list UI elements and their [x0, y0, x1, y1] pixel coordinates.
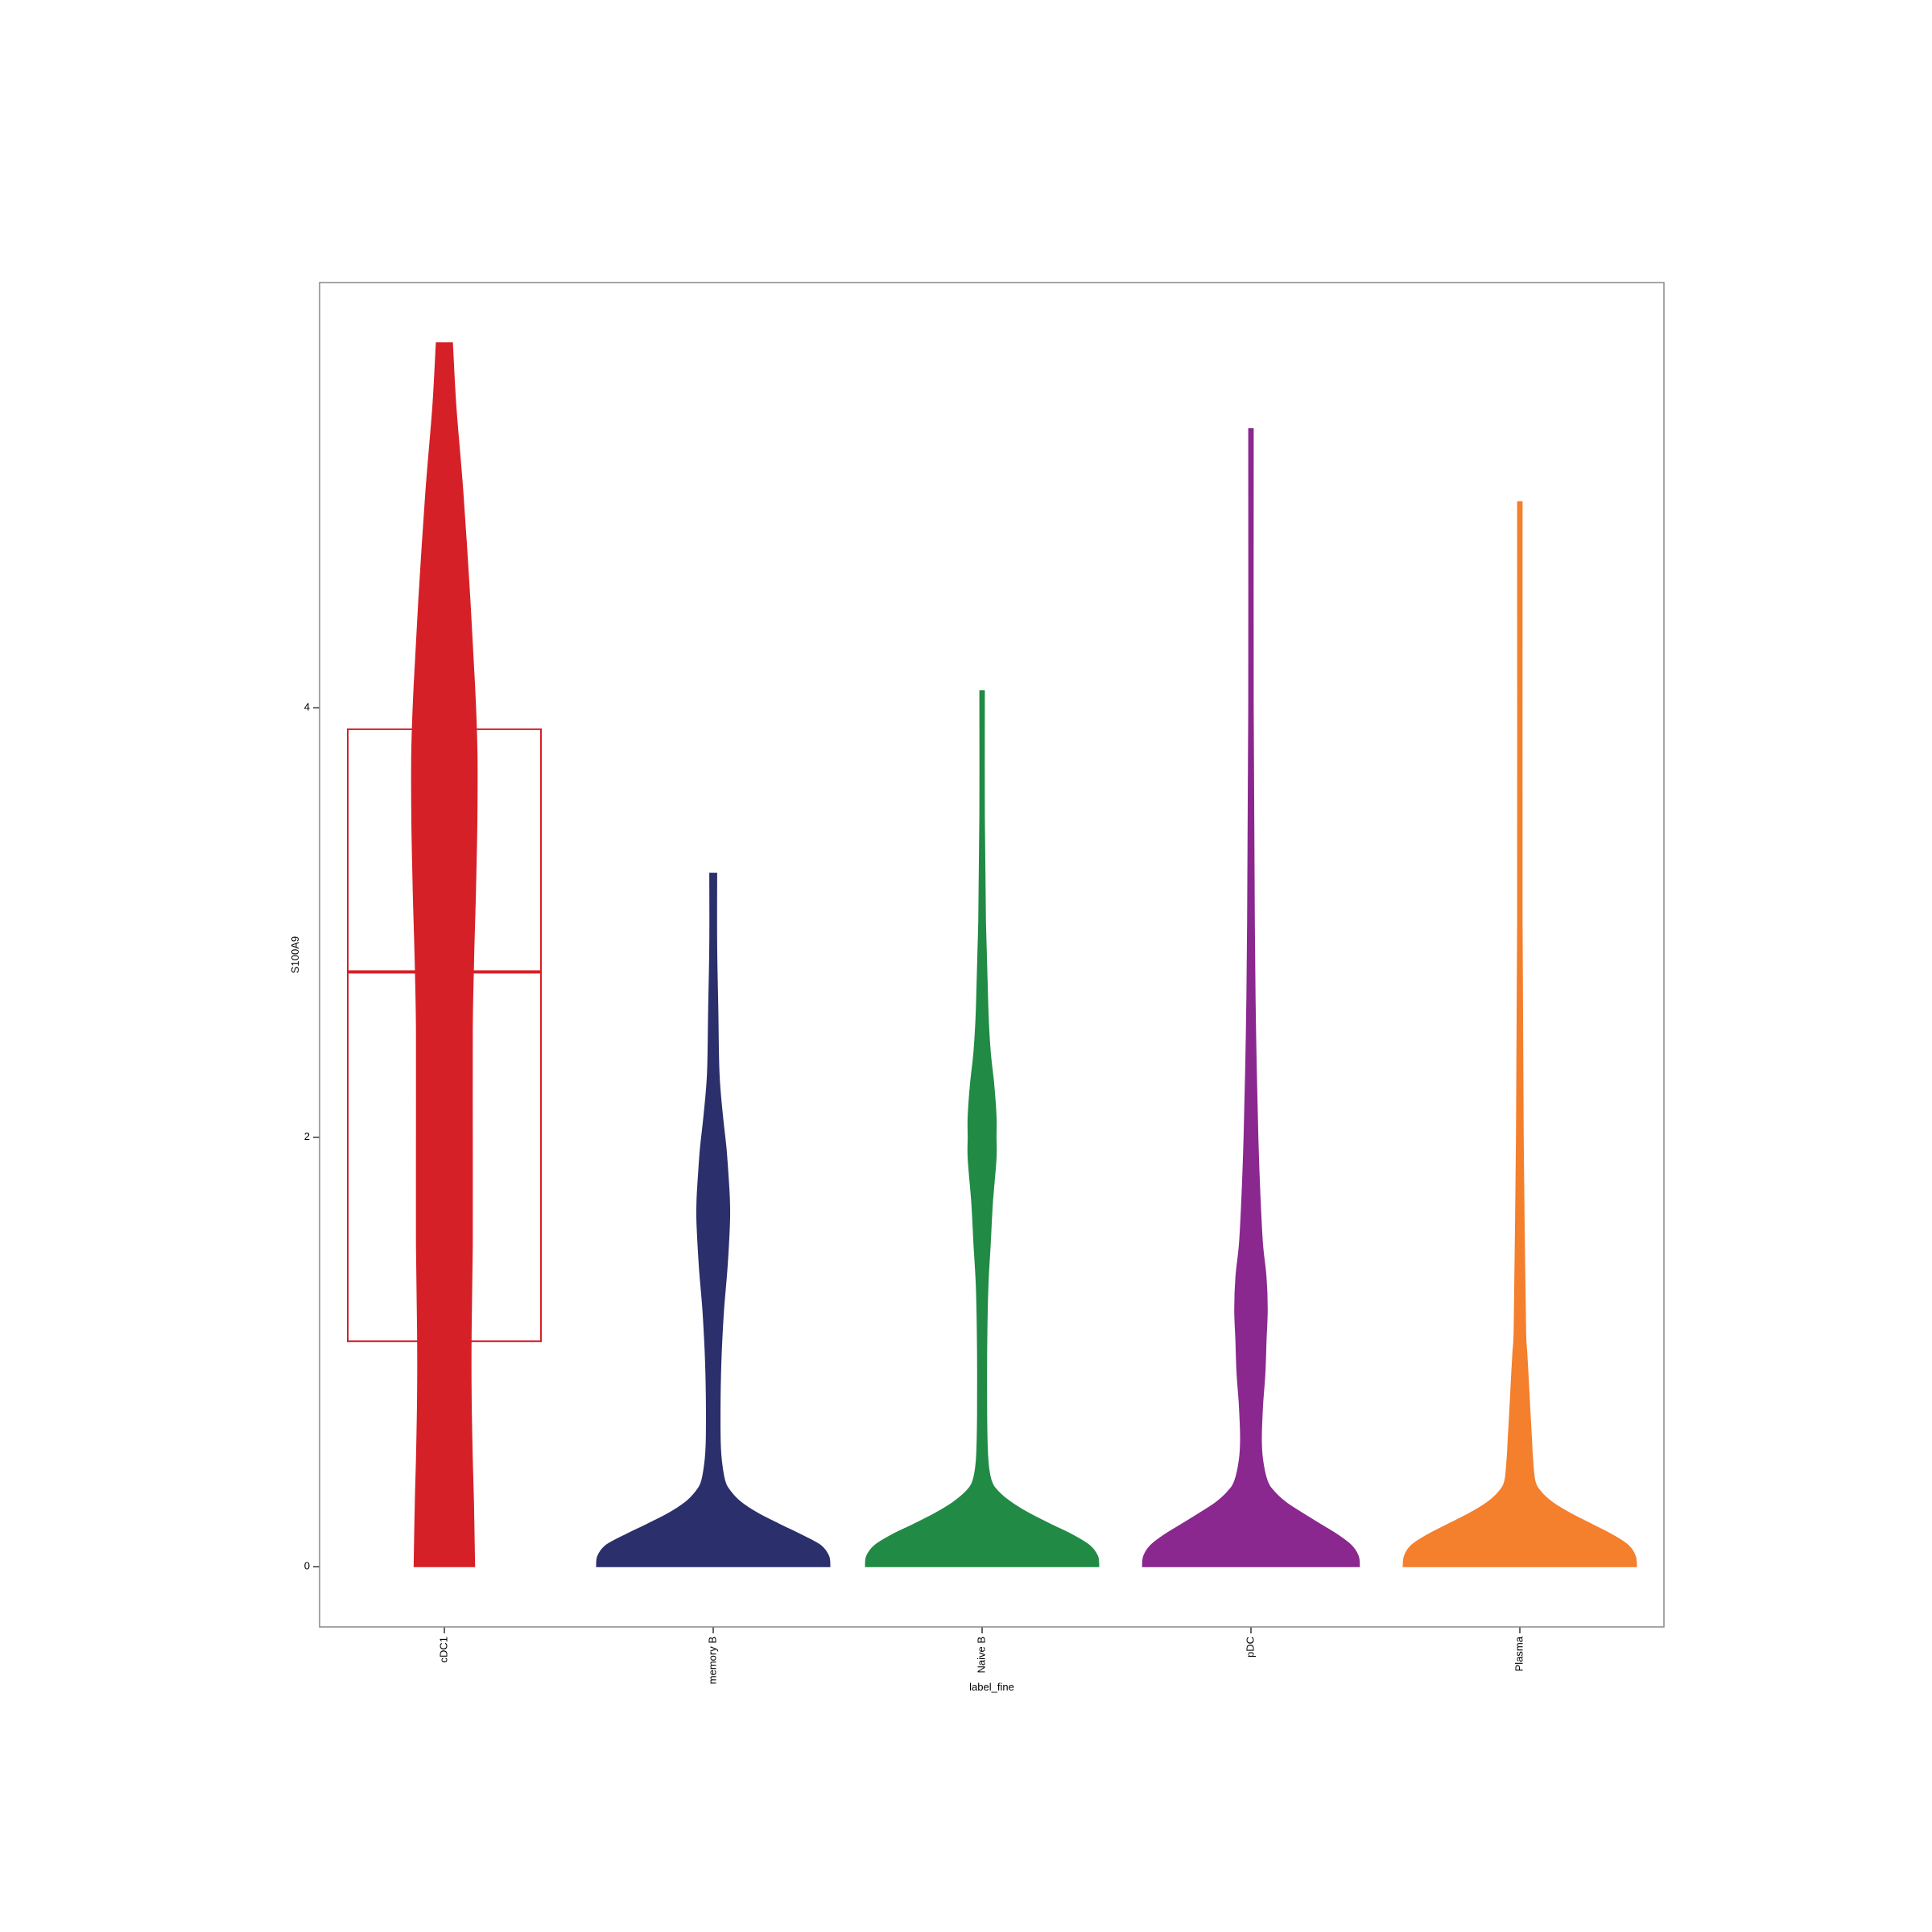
x-tick-label-naive-b: Naive B — [975, 1637, 987, 1674]
violin-plasma — [1402, 501, 1637, 1567]
box-cdc1 — [347, 728, 542, 1343]
x-tick-label-cdc1: cDC1 — [437, 1637, 449, 1663]
x-tick-label-memory-b: memory B — [706, 1637, 718, 1684]
plot-frame — [319, 282, 1665, 1628]
violin-naive-b — [865, 690, 1100, 1567]
violin-pdc — [1141, 427, 1360, 1567]
y-axis-label: S100A9 — [289, 936, 301, 973]
plot-area — [347, 342, 1637, 1567]
y-tick-label-4: 4 — [304, 701, 310, 713]
x-tick-label-plasma: Plasma — [1513, 1636, 1525, 1671]
x-axis-label: label_fine — [969, 1681, 1014, 1693]
axes: cDC1 memory B Naive B pDC Plasma 0 2 4 — [304, 701, 1525, 1685]
violin-cdc1 — [411, 342, 478, 1567]
x-tick-label-pdc: pDC — [1244, 1637, 1256, 1657]
y-tick-label-2: 2 — [304, 1130, 310, 1142]
y-tick-label-0: 0 — [304, 1560, 310, 1572]
violin-memory-b — [596, 873, 831, 1567]
